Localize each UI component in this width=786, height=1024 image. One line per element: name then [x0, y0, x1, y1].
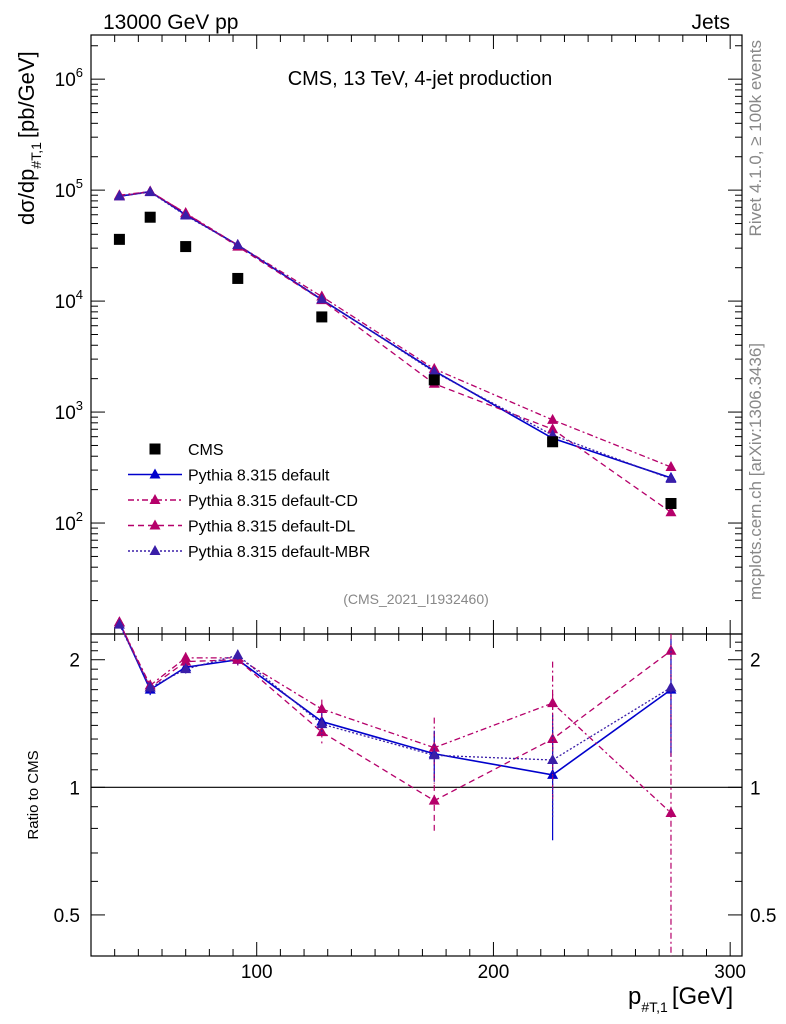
- ratio-series-marker: [180, 663, 192, 674]
- cms-data-point: [665, 497, 677, 509]
- y-tick-label: 102: [55, 509, 83, 535]
- ratio-tick-label-right: 2: [750, 651, 761, 672]
- ratio-series-marker: [316, 703, 328, 714]
- ratio-series-marker: [232, 649, 244, 660]
- x-tick-label: 200: [478, 962, 510, 983]
- ratio-series-marker: [547, 733, 559, 744]
- header-left: 13000 GeV pp: [103, 11, 238, 34]
- ratio-series-line: [118, 622, 672, 802]
- legend-label: Pythia 8.315 default: [188, 468, 330, 485]
- cms-data-point: [547, 436, 559, 448]
- main-series-marker: [428, 365, 440, 376]
- legend-marker: [149, 519, 161, 530]
- plot-title: CMS, 13 TeV, 4-jet production: [288, 68, 553, 90]
- y-tick-label: 103: [55, 398, 83, 424]
- main-series-marker: [144, 186, 156, 197]
- main-series-line: [119, 190, 672, 479]
- legend-label: Pythia 8.315 default-DL: [188, 519, 355, 536]
- ratio-series-line: [118, 624, 672, 761]
- rivet-label: Rivet 4.1.0, ≥ 100k events: [746, 40, 765, 236]
- mcplots-label: mcplots.cern.ch [arXiv:1306.3436]: [746, 343, 765, 600]
- ratio-series-marker: [547, 754, 559, 765]
- ratio-y-axis-label: Ratio to CMS: [25, 750, 42, 839]
- y-axis-label: dσ/dp#T,1[pb/GeV]: [14, 51, 44, 225]
- ratio-tick-label: 0.5: [54, 906, 80, 927]
- ratio-series-marker: [316, 718, 328, 729]
- main-series-line: [119, 190, 672, 513]
- ratio-series-marker: [144, 681, 156, 692]
- ratio-plot-frame: [90, 633, 743, 957]
- main-series-marker: [547, 413, 559, 424]
- main-series-marker: [180, 209, 192, 220]
- main-series-layer: [113, 185, 677, 517]
- ratio-series-line: [118, 622, 672, 776]
- x-axis-label: p#T,1 [GeV]: [628, 983, 733, 1015]
- ratio-series-line: [118, 622, 672, 814]
- ratio-series-marker: [547, 697, 559, 708]
- ratio-series-marker: [428, 794, 440, 805]
- cms-data-point: [113, 233, 125, 245]
- ratio-series-marker: [428, 741, 440, 752]
- cms-data-point: [232, 272, 244, 284]
- y-tick-label: 106: [55, 65, 83, 91]
- legend-label: Pythia 8.315 default-MBR: [188, 544, 370, 561]
- analysis-id: (CMS_2021_I1932460): [343, 591, 489, 607]
- ratio-series-marker: [428, 749, 440, 760]
- legend-marker-cms: [149, 443, 161, 455]
- ratio-series-marker: [113, 618, 125, 629]
- ratio-tick-label: 2: [69, 651, 80, 672]
- y-tick-label: 105: [55, 176, 83, 202]
- legend-label-cms: CMS: [188, 442, 224, 459]
- main-series-marker: [232, 239, 244, 250]
- ratio-series-layer: [113, 616, 677, 956]
- main-series-line: [119, 191, 672, 480]
- ratio-series-marker: [665, 806, 677, 817]
- main-series-marker: [665, 506, 677, 517]
- ratio-tick-label-right: 0.5: [750, 906, 776, 927]
- data-points-layer: [113, 211, 677, 509]
- cms-data-point: [180, 241, 192, 253]
- main-series-marker: [665, 460, 677, 471]
- main-series-marker: [316, 293, 328, 304]
- legend-marker: [149, 494, 161, 504]
- x-tick-label: 300: [714, 962, 746, 983]
- header-right: Jets: [691, 11, 730, 34]
- ratio-tick-label: 1: [69, 778, 80, 799]
- main-series-marker: [113, 190, 125, 201]
- ratio-series-marker: [547, 768, 559, 779]
- ratio-tick-label-right: 1: [750, 778, 761, 799]
- legend-label: Pythia 8.315 default-CD: [188, 493, 358, 510]
- legend: CMS Pythia 8.315 default Pythia 8.315 defa…: [128, 442, 370, 561]
- cms-data-point: [316, 311, 328, 323]
- cms-data-point: [428, 374, 440, 386]
- main-series-line: [119, 190, 672, 468]
- legend-marker: [149, 545, 161, 555]
- ratio-series-marker: [665, 681, 677, 692]
- main-series-marker: [547, 423, 559, 434]
- ratio-series-marker: [665, 644, 677, 655]
- ratio-series-marker: [180, 655, 192, 666]
- cms-data-point: [144, 211, 156, 223]
- y-tick-label: 104: [55, 287, 83, 313]
- main-series-marker: [665, 472, 677, 483]
- x-tick-label: 100: [241, 962, 273, 983]
- axis-ticks: 100 200 300 102 103 104 105 106 0.5 0.5 1 1 2 2: [54, 35, 776, 983]
- legend-marker: [149, 468, 161, 479]
